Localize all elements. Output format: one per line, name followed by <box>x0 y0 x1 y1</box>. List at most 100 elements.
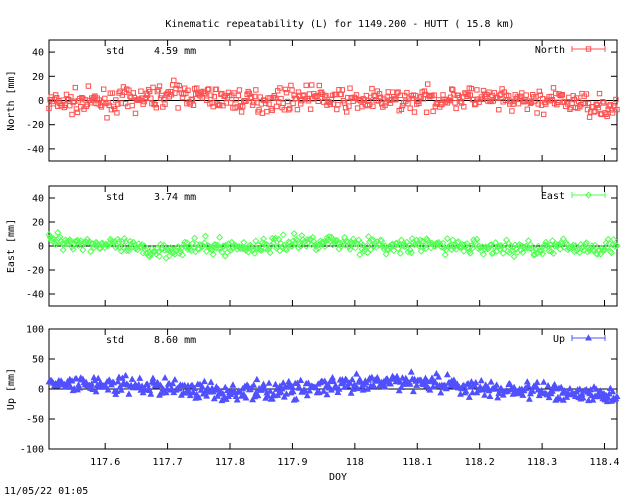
data-point <box>528 244 536 252</box>
data-point <box>404 89 410 96</box>
data-point <box>203 392 211 399</box>
data-point <box>310 237 318 245</box>
data-point <box>152 102 158 108</box>
data-point <box>257 94 263 100</box>
data-point <box>541 111 547 118</box>
data-point <box>201 232 210 240</box>
data-point <box>153 105 160 111</box>
data-point <box>298 101 304 107</box>
data-point <box>569 241 577 249</box>
data-point <box>465 393 473 400</box>
data-point <box>87 248 95 256</box>
data-point <box>269 239 277 247</box>
data-point <box>321 377 329 384</box>
data-point <box>464 93 470 99</box>
data-point <box>152 250 160 258</box>
data-point <box>205 86 211 93</box>
data-point <box>119 243 127 251</box>
y-axis-label-north: North [mm] <box>6 70 17 130</box>
data-point <box>535 101 541 107</box>
data-point <box>114 377 122 385</box>
data-point <box>345 242 353 251</box>
data-point <box>370 103 376 109</box>
y-tick-label-east: 40 <box>32 194 44 205</box>
data-point <box>412 240 420 248</box>
data-point <box>316 82 323 89</box>
data-point <box>506 249 514 257</box>
data-point <box>502 236 511 244</box>
data-point <box>211 241 219 249</box>
data-point <box>198 382 206 390</box>
data-point <box>443 370 451 378</box>
data-point <box>509 243 517 251</box>
data-point <box>417 247 425 255</box>
data-point <box>213 86 220 92</box>
data-point <box>449 86 455 92</box>
data-point <box>585 100 592 107</box>
data-point <box>211 94 218 100</box>
data-point <box>374 376 382 383</box>
std-label-north: std <box>106 46 124 57</box>
data-point <box>462 387 470 394</box>
data-point <box>431 378 439 386</box>
data-point <box>125 390 133 397</box>
data-point <box>104 115 110 121</box>
legend-marker-north <box>585 46 592 52</box>
data-point <box>415 242 423 250</box>
data-point <box>165 252 173 260</box>
data-point <box>303 82 309 89</box>
data-point <box>595 105 602 111</box>
data-point <box>213 241 222 249</box>
data-point <box>91 94 97 100</box>
data-point <box>323 92 329 99</box>
data-point <box>175 249 183 257</box>
data-point <box>245 88 251 95</box>
data-point <box>250 245 258 254</box>
data-point <box>492 385 499 392</box>
data-point <box>174 243 182 251</box>
y-tick-label-east: 20 <box>32 218 44 229</box>
data-point <box>354 240 362 248</box>
data-point <box>604 113 610 120</box>
data-point <box>363 249 372 257</box>
data-point <box>335 385 343 392</box>
data-point <box>346 245 354 253</box>
data-point <box>225 89 232 96</box>
data-point <box>156 83 163 89</box>
data-point <box>506 93 512 99</box>
data-series-east <box>45 229 621 262</box>
data-point <box>524 106 530 112</box>
data-point <box>566 384 574 392</box>
data-point <box>288 82 294 89</box>
data-point <box>426 386 434 393</box>
data-point <box>69 111 75 118</box>
data-point <box>539 250 547 258</box>
data-point <box>179 94 186 101</box>
data-point <box>293 95 300 102</box>
data-point <box>89 385 97 392</box>
data-point <box>277 388 285 395</box>
data-point <box>289 87 295 93</box>
data-point <box>117 386 125 393</box>
data-point <box>101 86 107 92</box>
data-point <box>301 92 307 98</box>
data-point <box>603 397 611 405</box>
data-point <box>591 241 599 249</box>
data-point <box>440 92 446 98</box>
data-point <box>200 377 208 385</box>
data-point <box>307 235 315 243</box>
data-point <box>446 98 453 104</box>
x-tick-label: 118.2 <box>465 457 495 468</box>
data-point <box>128 375 136 382</box>
data-point <box>264 392 272 399</box>
data-point <box>544 382 552 389</box>
data-point <box>609 387 617 395</box>
data-point <box>494 394 502 401</box>
data-point <box>235 92 242 99</box>
data-point <box>158 389 166 396</box>
data-point <box>189 243 198 251</box>
data-point <box>385 89 392 95</box>
data-point <box>138 88 144 94</box>
data-point <box>387 100 394 106</box>
